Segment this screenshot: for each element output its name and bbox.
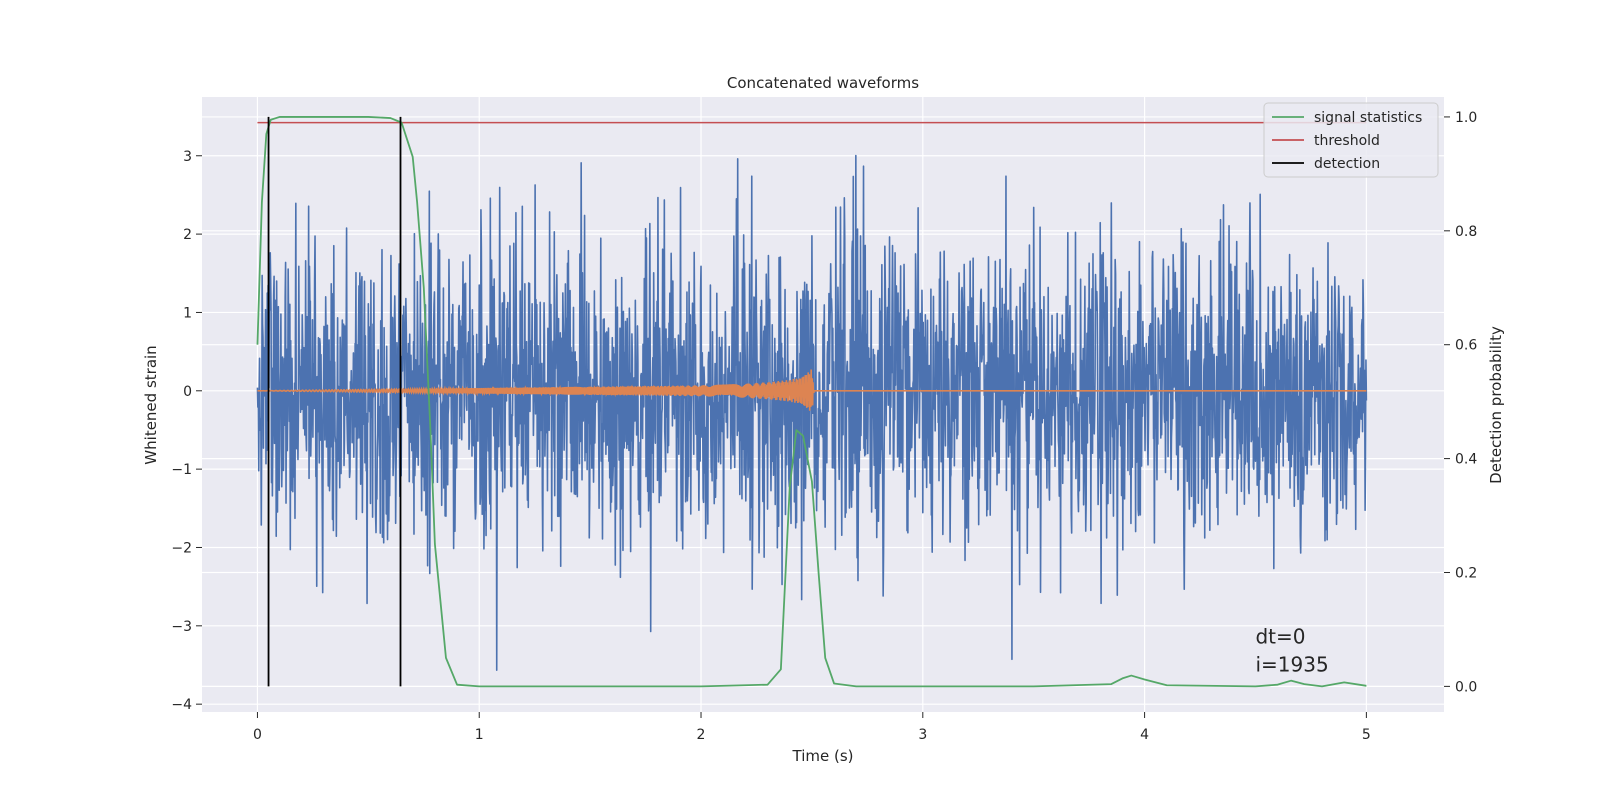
- y-tick-label: −3: [171, 619, 192, 635]
- x-axis-title: Time (s): [792, 747, 854, 765]
- y-tick-label: 3: [183, 149, 192, 165]
- y-tick-label: 0: [183, 384, 192, 400]
- legend-label: detection: [1314, 156, 1380, 172]
- x-tick-label: 1: [475, 727, 484, 743]
- annotation-text: i=1935: [1255, 652, 1328, 676]
- x-tick-label: 3: [918, 727, 927, 743]
- axes: 0 1 2 3 4 5 −4 −3 −2 −1 0 1 2 3 0.0 0.2 0.4 0.6 0.8 1.0: [171, 110, 1477, 743]
- y2-tick-label: 0.0: [1455, 679, 1477, 695]
- strain-series-line: [256, 154, 1368, 671]
- legend-label: signal statistics: [1314, 110, 1422, 126]
- legend: signal statistics threshold detection: [1263, 102, 1439, 178]
- x-tick-label: 5: [1362, 727, 1371, 743]
- signal-statistics-line: [256, 116, 1367, 688]
- x-tick-label: 4: [1140, 727, 1149, 743]
- y2-tick-label: 0.8: [1455, 224, 1477, 240]
- legend-label: threshold: [1314, 133, 1380, 149]
- y2-tick-label: 0.2: [1455, 565, 1477, 581]
- x-tick-label: 0: [253, 727, 262, 743]
- y-tick-label: −2: [171, 540, 192, 556]
- chart-title: Concatenated waveforms: [727, 74, 919, 92]
- y-tick-label: 1: [183, 305, 192, 321]
- legend-box: [1263, 102, 1439, 178]
- annotations: dt=0 i=1935: [1255, 624, 1328, 676]
- y2-tick-label: 1.0: [1455, 110, 1477, 126]
- injection-series-line: [257, 369, 1367, 411]
- y2-tick-label: 0.6: [1455, 338, 1477, 354]
- y2-axis-title: Detection probability: [1487, 326, 1505, 484]
- x-tick-label: 2: [697, 727, 706, 743]
- y-tick-label: 2: [183, 227, 192, 243]
- y-tick-label: −4: [171, 697, 192, 713]
- y-axis-title: Whitened strain: [142, 345, 160, 464]
- y-tick-label: −1: [171, 462, 192, 478]
- y2-tick-label: 0.4: [1455, 452, 1477, 468]
- series: [256, 116, 1368, 688]
- annotation-text: dt=0: [1255, 624, 1305, 648]
